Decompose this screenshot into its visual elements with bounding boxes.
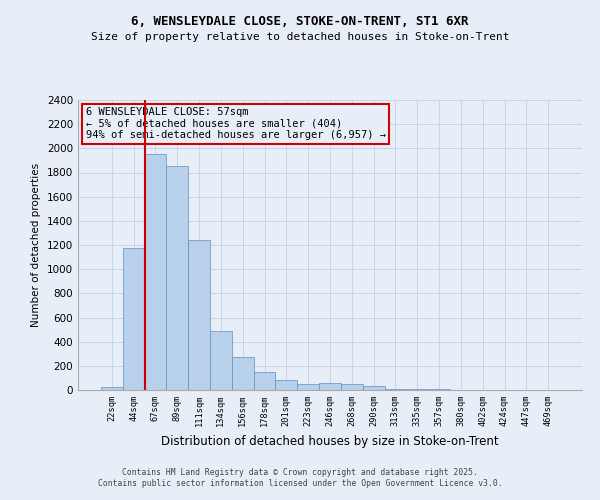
Bar (297, 384, 319, 390)
Text: 6 WENSLEYDALE CLOSE: 57sqm
← 5% of detached houses are smaller (404)
94% of semi: 6 WENSLEYDALE CLOSE: 57sqm ← 5% of detac… (86, 108, 386, 140)
Bar (166, 166, 188, 390)
Bar (232, 358, 254, 390)
X-axis label: Distribution of detached houses by size in Stoke-on-Trent: Distribution of detached houses by size … (161, 434, 499, 448)
Bar (101, 387, 123, 390)
Y-axis label: Number of detached properties: Number of detached properties (31, 163, 41, 327)
Text: Size of property relative to detached houses in Stoke-on-Trent: Size of property relative to detached ho… (91, 32, 509, 42)
Bar (188, 240, 210, 390)
Bar (385, 389, 406, 390)
Bar (210, 331, 232, 390)
Text: Contains HM Land Registry data © Crown copyright and database right 2025.
Contai: Contains HM Land Registry data © Crown c… (98, 468, 502, 487)
Bar (406, 389, 428, 390)
Text: 6, WENSLEYDALE CLOSE, STOKE-ON-TRENT, ST1 6XR: 6, WENSLEYDALE CLOSE, STOKE-ON-TRENT, ST… (131, 15, 469, 28)
Bar (254, 372, 275, 390)
Bar (363, 386, 385, 390)
Bar (145, 154, 166, 390)
Bar (275, 380, 297, 390)
Bar (319, 384, 341, 390)
Bar (341, 384, 363, 390)
Bar (123, 248, 145, 390)
